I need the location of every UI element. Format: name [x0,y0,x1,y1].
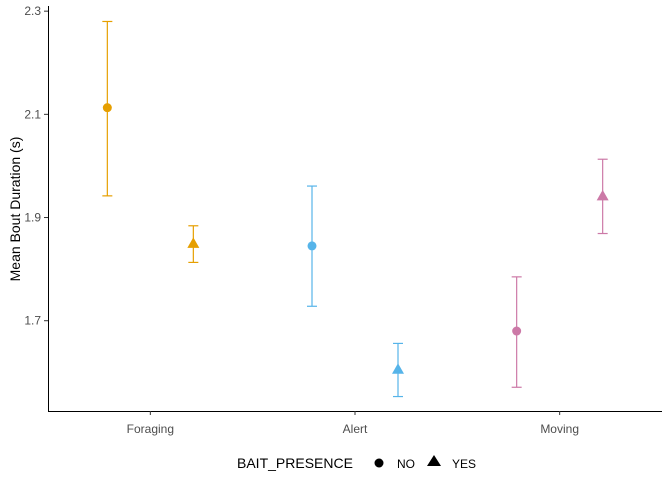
legend: BAIT_PRESENCE NO YES [237,455,476,471]
legend-marker-no [374,458,384,468]
point-marker-triangle [596,189,609,201]
legend-marker-yes [427,455,441,466]
y-tick-label: 2.3 [24,4,41,18]
x-tick-label: Foraging [127,422,174,436]
data-point-moving-yes [596,158,609,235]
data-point-alert-yes [392,342,404,398]
x-tick-label: Alert [343,422,368,436]
legend-label-no: NO [397,457,415,471]
y-tick-label: 2.1 [24,107,41,121]
point-marker-triangle [392,363,404,374]
y-tick-label: 1.7 [24,314,41,328]
x-tick-label: Moving [540,422,579,436]
plot-area [102,20,609,398]
point-marker-triangle [187,237,200,248]
legend-title: BAIT_PRESENCE [237,455,353,471]
point-marker-circle [512,326,522,336]
legend-label-yes: YES [452,457,476,471]
data-point-foraging-yes [187,225,200,264]
y-tick-label: 1.9 [24,211,41,225]
axes: 1.7 1.9 2.1 2.3 Foraging Alert Moving [24,4,662,436]
data-point-moving-no [511,276,522,388]
y-axis-title: Mean Bout Duration (s) [7,137,23,282]
data-point-alert-no [307,185,317,307]
data-point-foraging-no [102,20,113,197]
point-marker-circle [307,241,317,251]
point-marker-circle [102,103,112,113]
